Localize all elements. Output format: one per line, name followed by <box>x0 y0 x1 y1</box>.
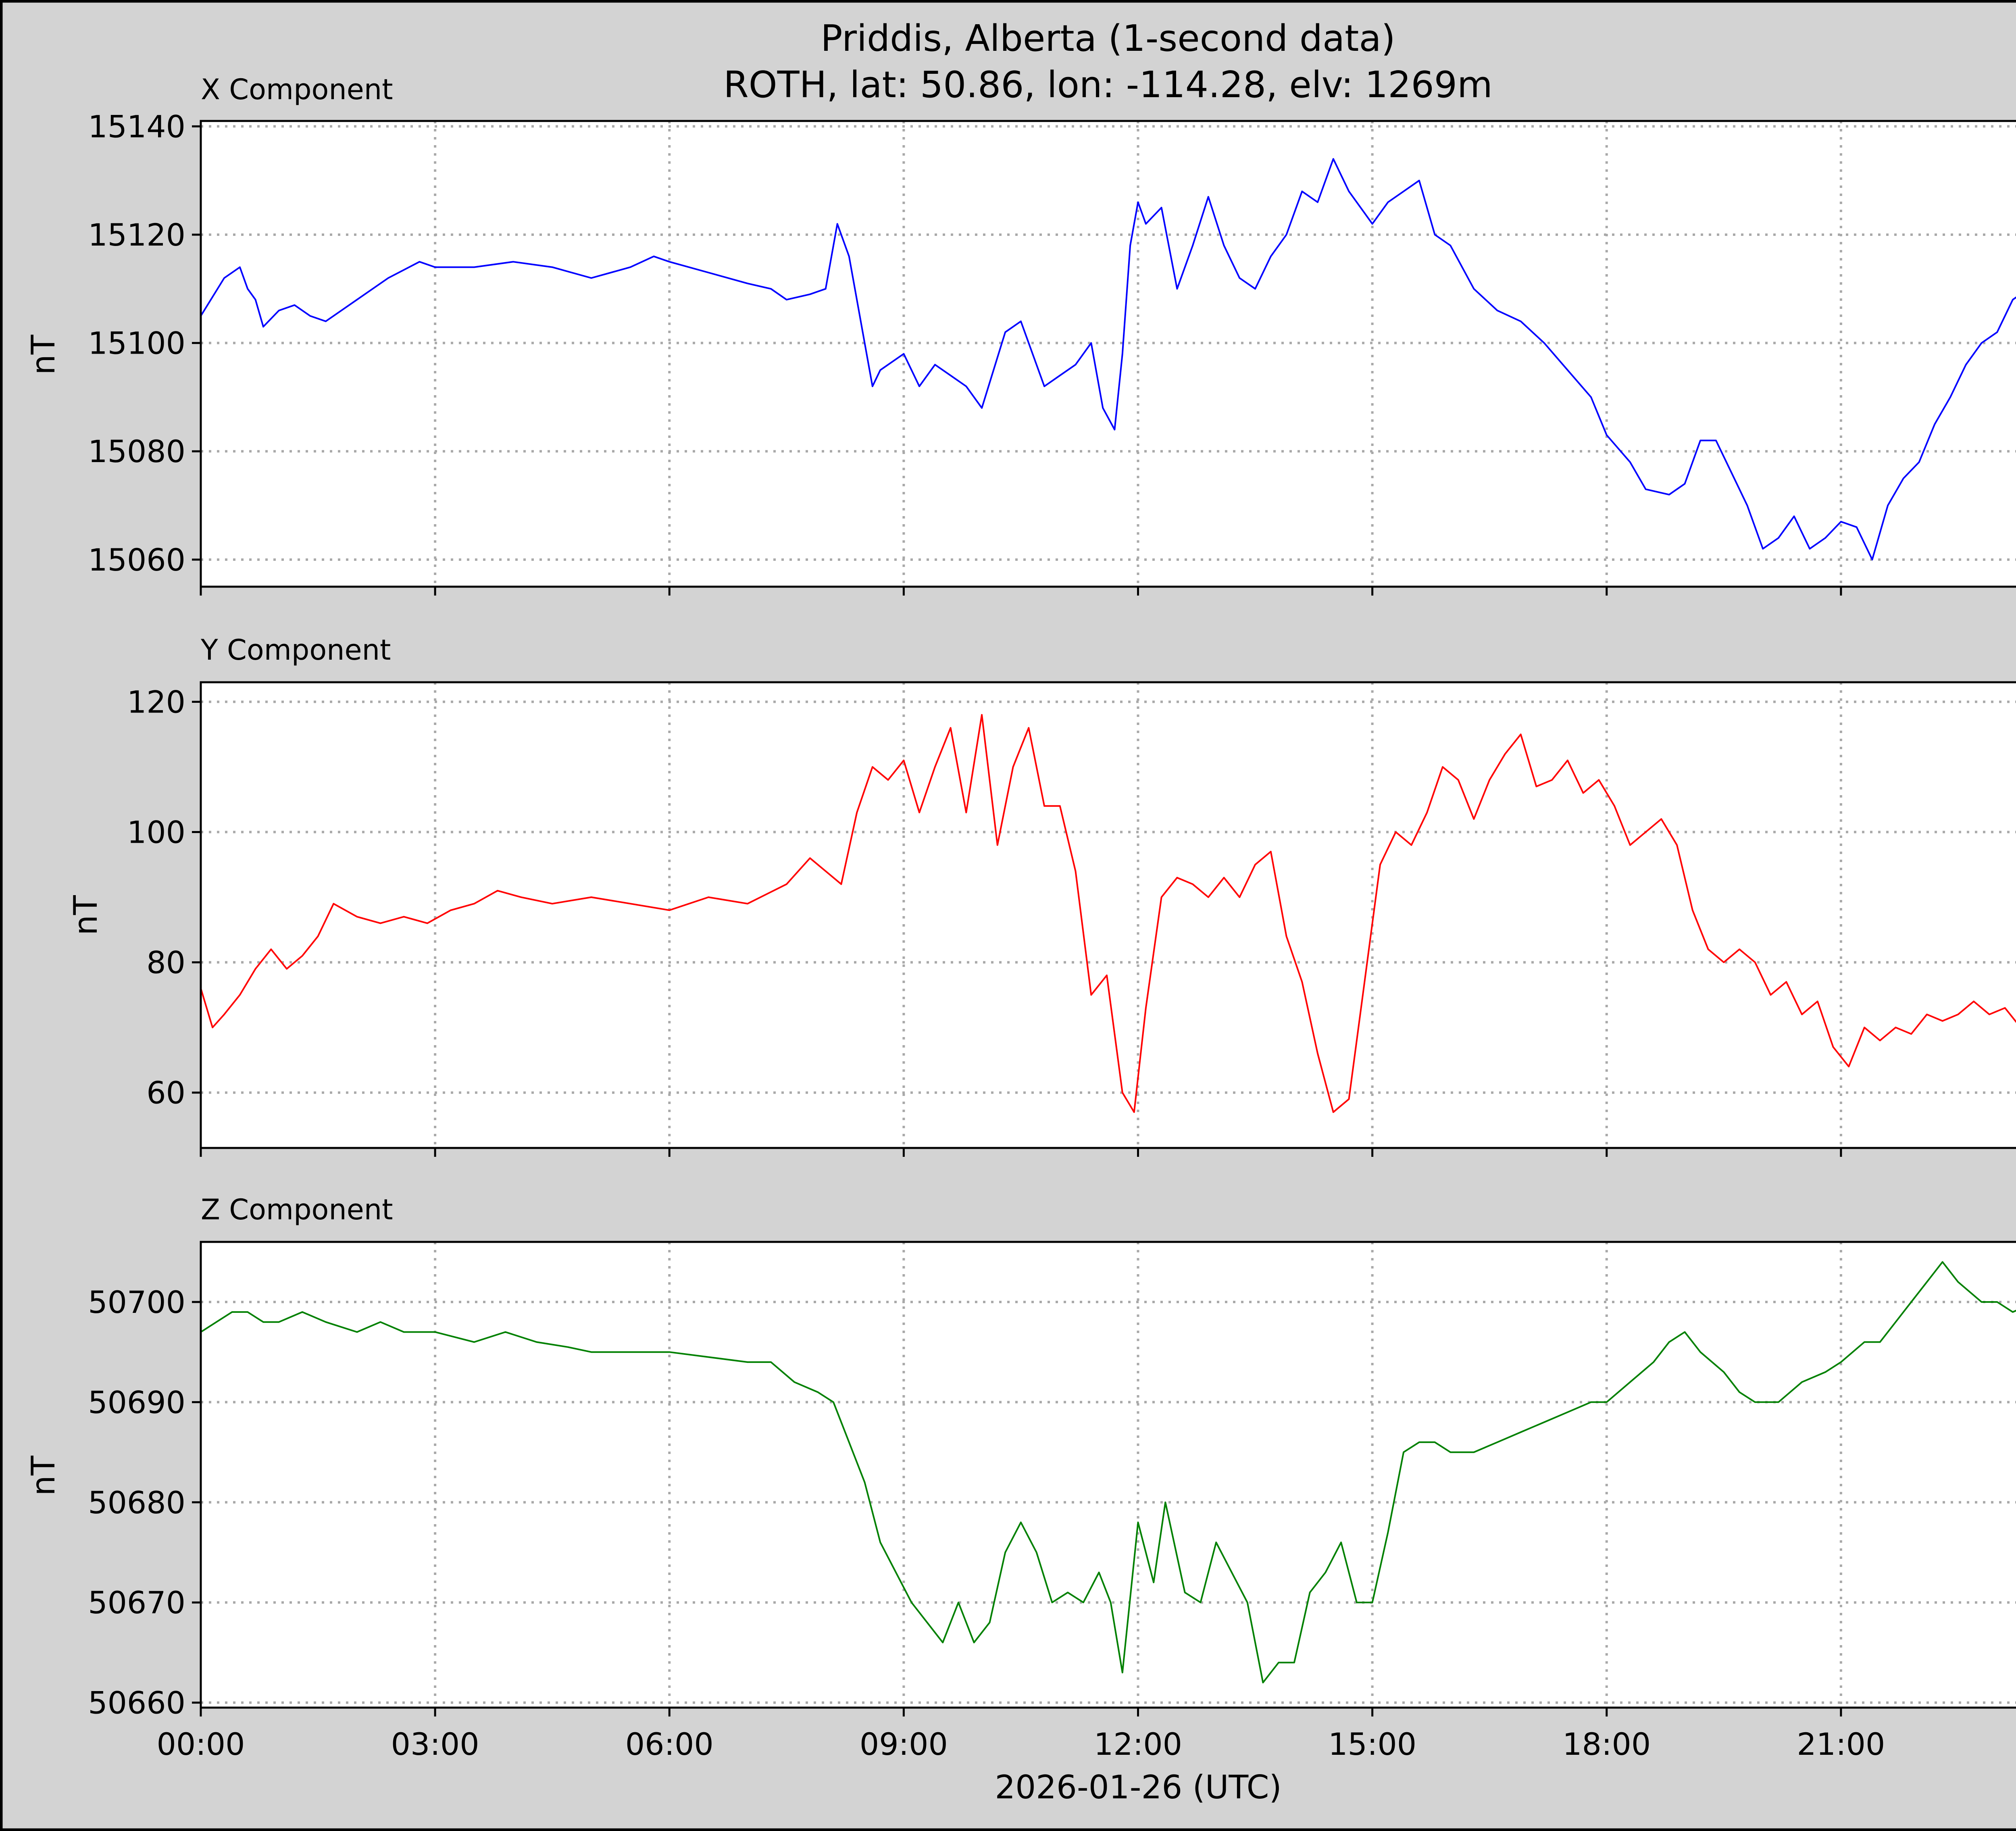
z-component-line <box>200 1261 2016 1683</box>
xtick-label: 15:00 <box>1328 1726 1416 1762</box>
y-ytick-label: 80 <box>146 945 185 981</box>
z-ylabel: nT <box>25 1455 62 1496</box>
x-grid <box>201 121 2016 587</box>
xtick-label: 09:00 <box>860 1726 948 1762</box>
z-plot-area <box>201 1242 2016 1708</box>
x-plot-area <box>201 121 2016 587</box>
y-series <box>200 714 2016 1113</box>
x-axis-tick-labels: 00:00 03:00 06:00 09:00 12:00 15:00 18:00 21:00 <box>156 1726 1885 1762</box>
y-component-line <box>200 714 2016 1113</box>
figure-title-line1: Priddis, Alberta (1-second data) <box>821 17 1395 60</box>
x-series <box>200 158 2016 560</box>
x-ytick-label: 15080 <box>88 433 185 469</box>
z-ytick-label: 50700 <box>88 1284 185 1320</box>
z-ytick-label: 50690 <box>88 1384 185 1420</box>
x-axis-label: 2026-01-26 (UTC) <box>995 1769 1281 1806</box>
y-ytick-label: 100 <box>127 814 185 850</box>
y-ytick-label: 120 <box>127 684 185 720</box>
z-series <box>200 1261 2016 1683</box>
x-ytick-label: 15060 <box>88 542 185 578</box>
x-component-panel: 15060 15080 15100 15120 15140 X Component nT <box>25 73 2016 596</box>
y-ticks: 60 80 100 120 <box>127 684 1842 1157</box>
xtick-label: 21:00 <box>1797 1726 1885 1762</box>
xtick-label: 00:00 <box>156 1726 245 1762</box>
y-component-panel: 60 80 100 120 Y Component nT <box>67 633 2016 1157</box>
xtick-label: 06:00 <box>625 1726 714 1762</box>
x-ylabel: nT <box>25 334 62 375</box>
z-ytick-label: 50670 <box>88 1585 185 1621</box>
x-ytick-label: 15120 <box>88 217 185 253</box>
xtick-label: 03:00 <box>391 1726 479 1762</box>
xtick-label: 18:00 <box>1562 1726 1651 1762</box>
x-ytick-label: 15100 <box>88 325 185 361</box>
x-component-line <box>200 158 2016 560</box>
x-ytick-label: 15140 <box>88 108 185 144</box>
xtick-label: 12:00 <box>1094 1726 1182 1762</box>
y-ylabel: nT <box>67 895 104 935</box>
z-ytick-label: 50680 <box>88 1485 185 1521</box>
x-panel-title: X Component <box>201 73 393 106</box>
z-panel-title: Z Component <box>201 1193 393 1226</box>
z-grid <box>201 1242 2016 1708</box>
z-ticks: 50660 50670 50680 50690 50700 <box>88 1284 1842 1721</box>
figure-title-line2: ROTH, lat: 50.86, lon: -114.28, elv: 126… <box>723 64 1493 106</box>
x-ticks: 15060 15080 15100 15120 15140 <box>88 108 1842 596</box>
y-panel-title: Y Component <box>200 633 391 667</box>
z-ytick-label: 50660 <box>88 1685 185 1721</box>
z-component-panel: 50660 50670 50680 50690 50700 Z Component nT <box>25 1193 2016 1721</box>
y-plot-area <box>201 682 2016 1148</box>
y-ytick-label: 60 <box>146 1075 185 1111</box>
